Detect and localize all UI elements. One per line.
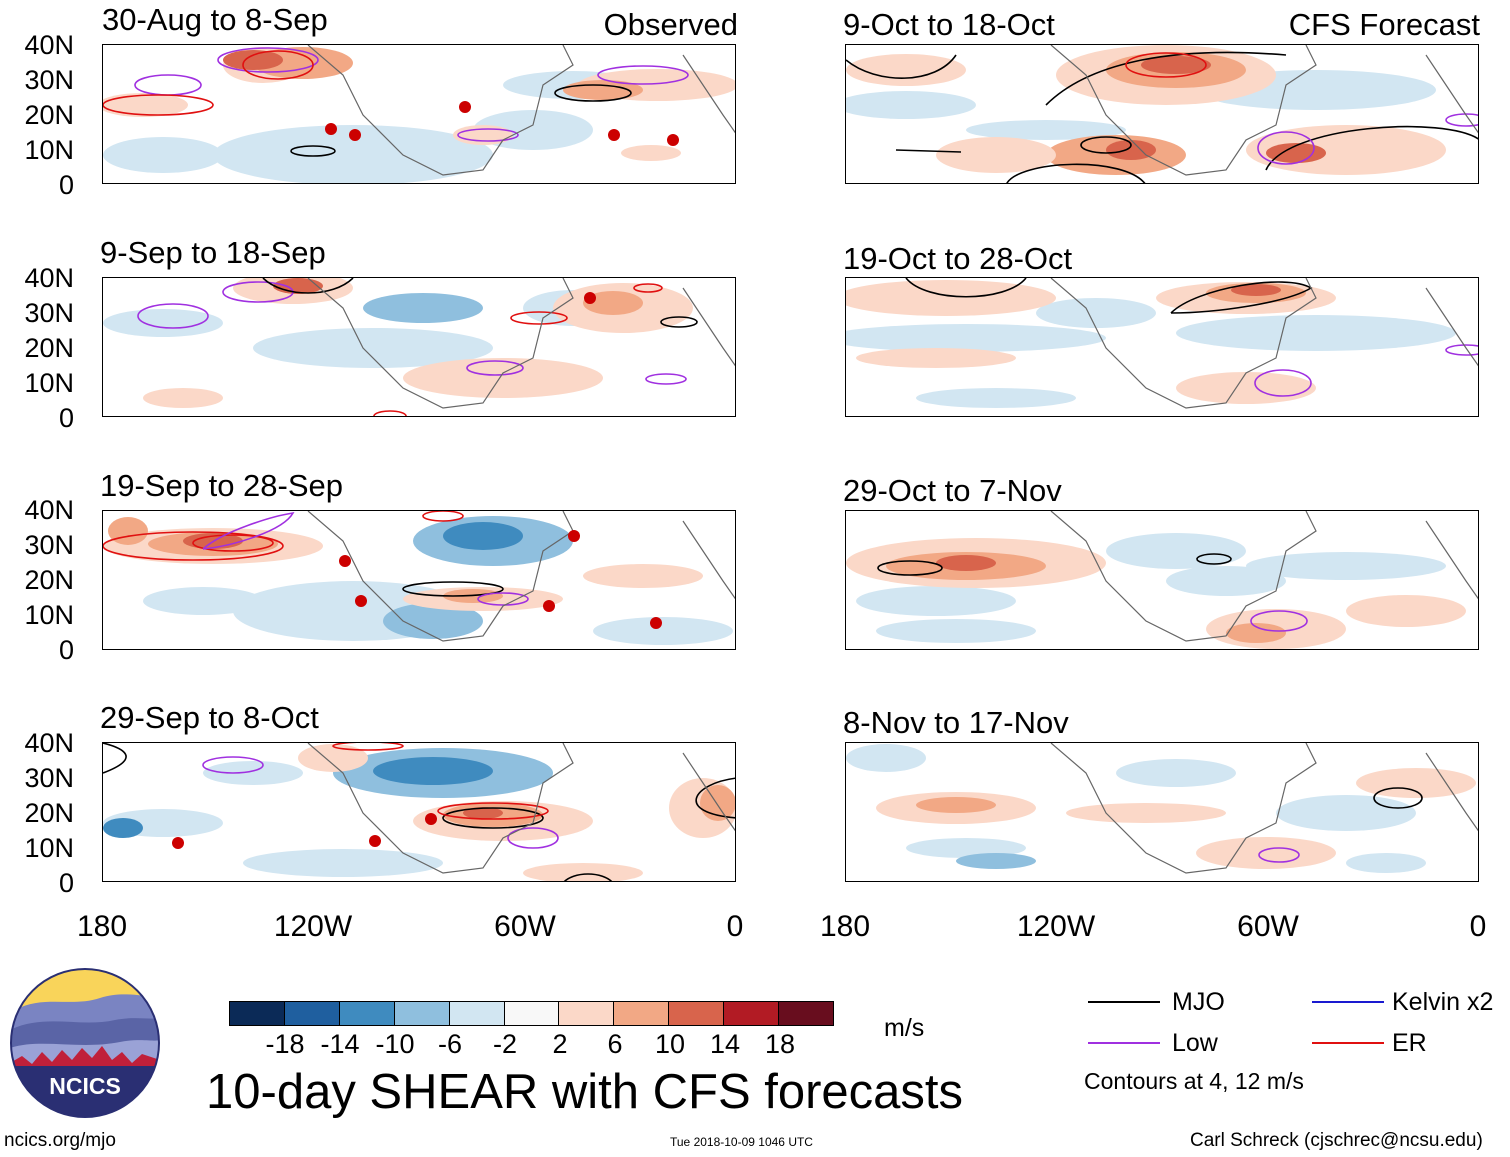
lat-label: 0 [58, 170, 74, 200]
forecast-panel-1-title: 9-Oct to 18-Oct [843, 7, 1055, 42]
forecast-map-panel-3 [845, 510, 1479, 650]
forecast-panel-4-title: 8-Nov to 17-Nov [843, 705, 1069, 740]
colorbar-swatch [778, 1002, 833, 1025]
lat-label: 10N [24, 600, 74, 630]
forecast-map-panel-2 [845, 277, 1479, 417]
ncics-logo: NCICS [10, 968, 160, 1118]
colorbar-tick-label: -2 [492, 1029, 517, 1059]
colorbar-swatch [393, 1002, 449, 1025]
lat-label: 40N [24, 263, 74, 293]
colorbar-tick-label: -14 [320, 1029, 360, 1059]
lon-label: 60W [494, 910, 556, 943]
observed-panel-4-title: 29-Sep to 8-Oct [100, 700, 319, 735]
colorbar-tick-label: 6 [607, 1029, 623, 1059]
footer-credit: Carl Schreck (cjschrec@ncsu.edu) [1190, 1130, 1483, 1151]
colorbar-swatch [613, 1002, 669, 1025]
colorbar-swatch [668, 1002, 724, 1025]
lon-label: 180 [819, 910, 871, 943]
colorbar-tick-label: 14 [709, 1029, 741, 1059]
lat-label: 40N [24, 728, 74, 758]
lat-label: 30N [24, 298, 74, 328]
lat-label: 0 [58, 403, 74, 433]
lat-label: 40N [24, 30, 74, 60]
observed-map-panel-1 [102, 44, 736, 184]
colorbar-tick-label: -18 [265, 1029, 305, 1059]
colorbar-swatch [338, 1002, 394, 1025]
legend-line-er [1312, 1042, 1384, 1044]
lat-label: 20N [24, 798, 74, 828]
colorbar-swatch [448, 1002, 504, 1025]
lat-label: 40N [24, 495, 74, 525]
observed-map-panel-2 [102, 277, 736, 417]
lat-label: 10N [24, 833, 74, 863]
legend-line-low [1088, 1042, 1160, 1044]
lon-label: 0 [1469, 910, 1487, 943]
observed-panel-2-title: 9-Sep to 18-Sep [100, 235, 326, 270]
colorbar-swatch [230, 1002, 284, 1025]
lat-label: 0 [58, 635, 74, 665]
lon-label: 180 [76, 910, 128, 943]
footer-timestamp: Tue 2018-10-09 1046 UTC [670, 1135, 813, 1149]
lat-label: 10N [24, 368, 74, 398]
lat-label: 30N [24, 530, 74, 560]
legend-label-low: Low [1172, 1029, 1218, 1057]
footer-url[interactable]: ncics.org/mjo [4, 1130, 116, 1151]
lon-label: 120W [1016, 910, 1096, 943]
lon-label: 120W [273, 910, 353, 943]
lat-label: 20N [24, 100, 74, 130]
colorbar-tick-label: 2 [552, 1029, 568, 1059]
ncics-logo-graphic: NCICS [10, 968, 160, 1118]
forecast-panel-3-title: 29-Oct to 7-Nov [843, 473, 1062, 508]
observed-label: Observed [603, 7, 738, 42]
lat-label: 30N [24, 65, 74, 95]
colorbar [229, 1001, 834, 1026]
colorbar-tick-label: 10 [654, 1029, 686, 1059]
logo-text: NCICS [49, 1073, 121, 1099]
forecast-map-panel-4 [845, 742, 1479, 882]
forecast-map-panel-1 [845, 44, 1479, 184]
lat-label: 20N [24, 565, 74, 595]
legend-label-kelvin: Kelvin x2 [1392, 988, 1494, 1016]
colorbar-units: m/s [884, 1014, 925, 1042]
colorbar-tick-label: 18 [764, 1029, 796, 1059]
lon-label: 60W [1237, 910, 1299, 943]
observed-map-panel-4 [102, 742, 736, 882]
colorbar-tick-label: -10 [375, 1029, 415, 1059]
colorbar-swatch [503, 1002, 559, 1025]
observed-panel-1-title: 30-Aug to 8-Sep [102, 2, 328, 37]
colorbar-tick-label: -6 [437, 1029, 462, 1059]
lat-label: 0 [58, 868, 74, 898]
main-title: 10-day SHEAR with CFS forecasts [206, 1065, 964, 1119]
colorbar-swatch [283, 1002, 339, 1025]
lat-label: 20N [24, 333, 74, 363]
legend-line-mjo [1088, 1001, 1160, 1003]
lat-label: 30N [24, 763, 74, 793]
colorbar-swatch [723, 1002, 779, 1025]
legend-line-kelvin [1312, 1001, 1384, 1003]
forecast-label: CFS Forecast [1288, 7, 1480, 42]
lon-label: 0 [726, 910, 744, 943]
legend-label-mjo: MJO [1172, 988, 1225, 1016]
observed-map-panel-3 [102, 510, 736, 650]
colorbar-swatch [558, 1002, 614, 1025]
lat-label: 10N [24, 135, 74, 165]
legend-label-er: ER [1392, 1029, 1427, 1057]
observed-panel-3-title: 19-Sep to 28-Sep [100, 468, 344, 503]
forecast-panel-2-title: 19-Oct to 28-Oct [843, 241, 1073, 276]
contours-note: Contours at 4, 12 m/s [1084, 1068, 1304, 1094]
